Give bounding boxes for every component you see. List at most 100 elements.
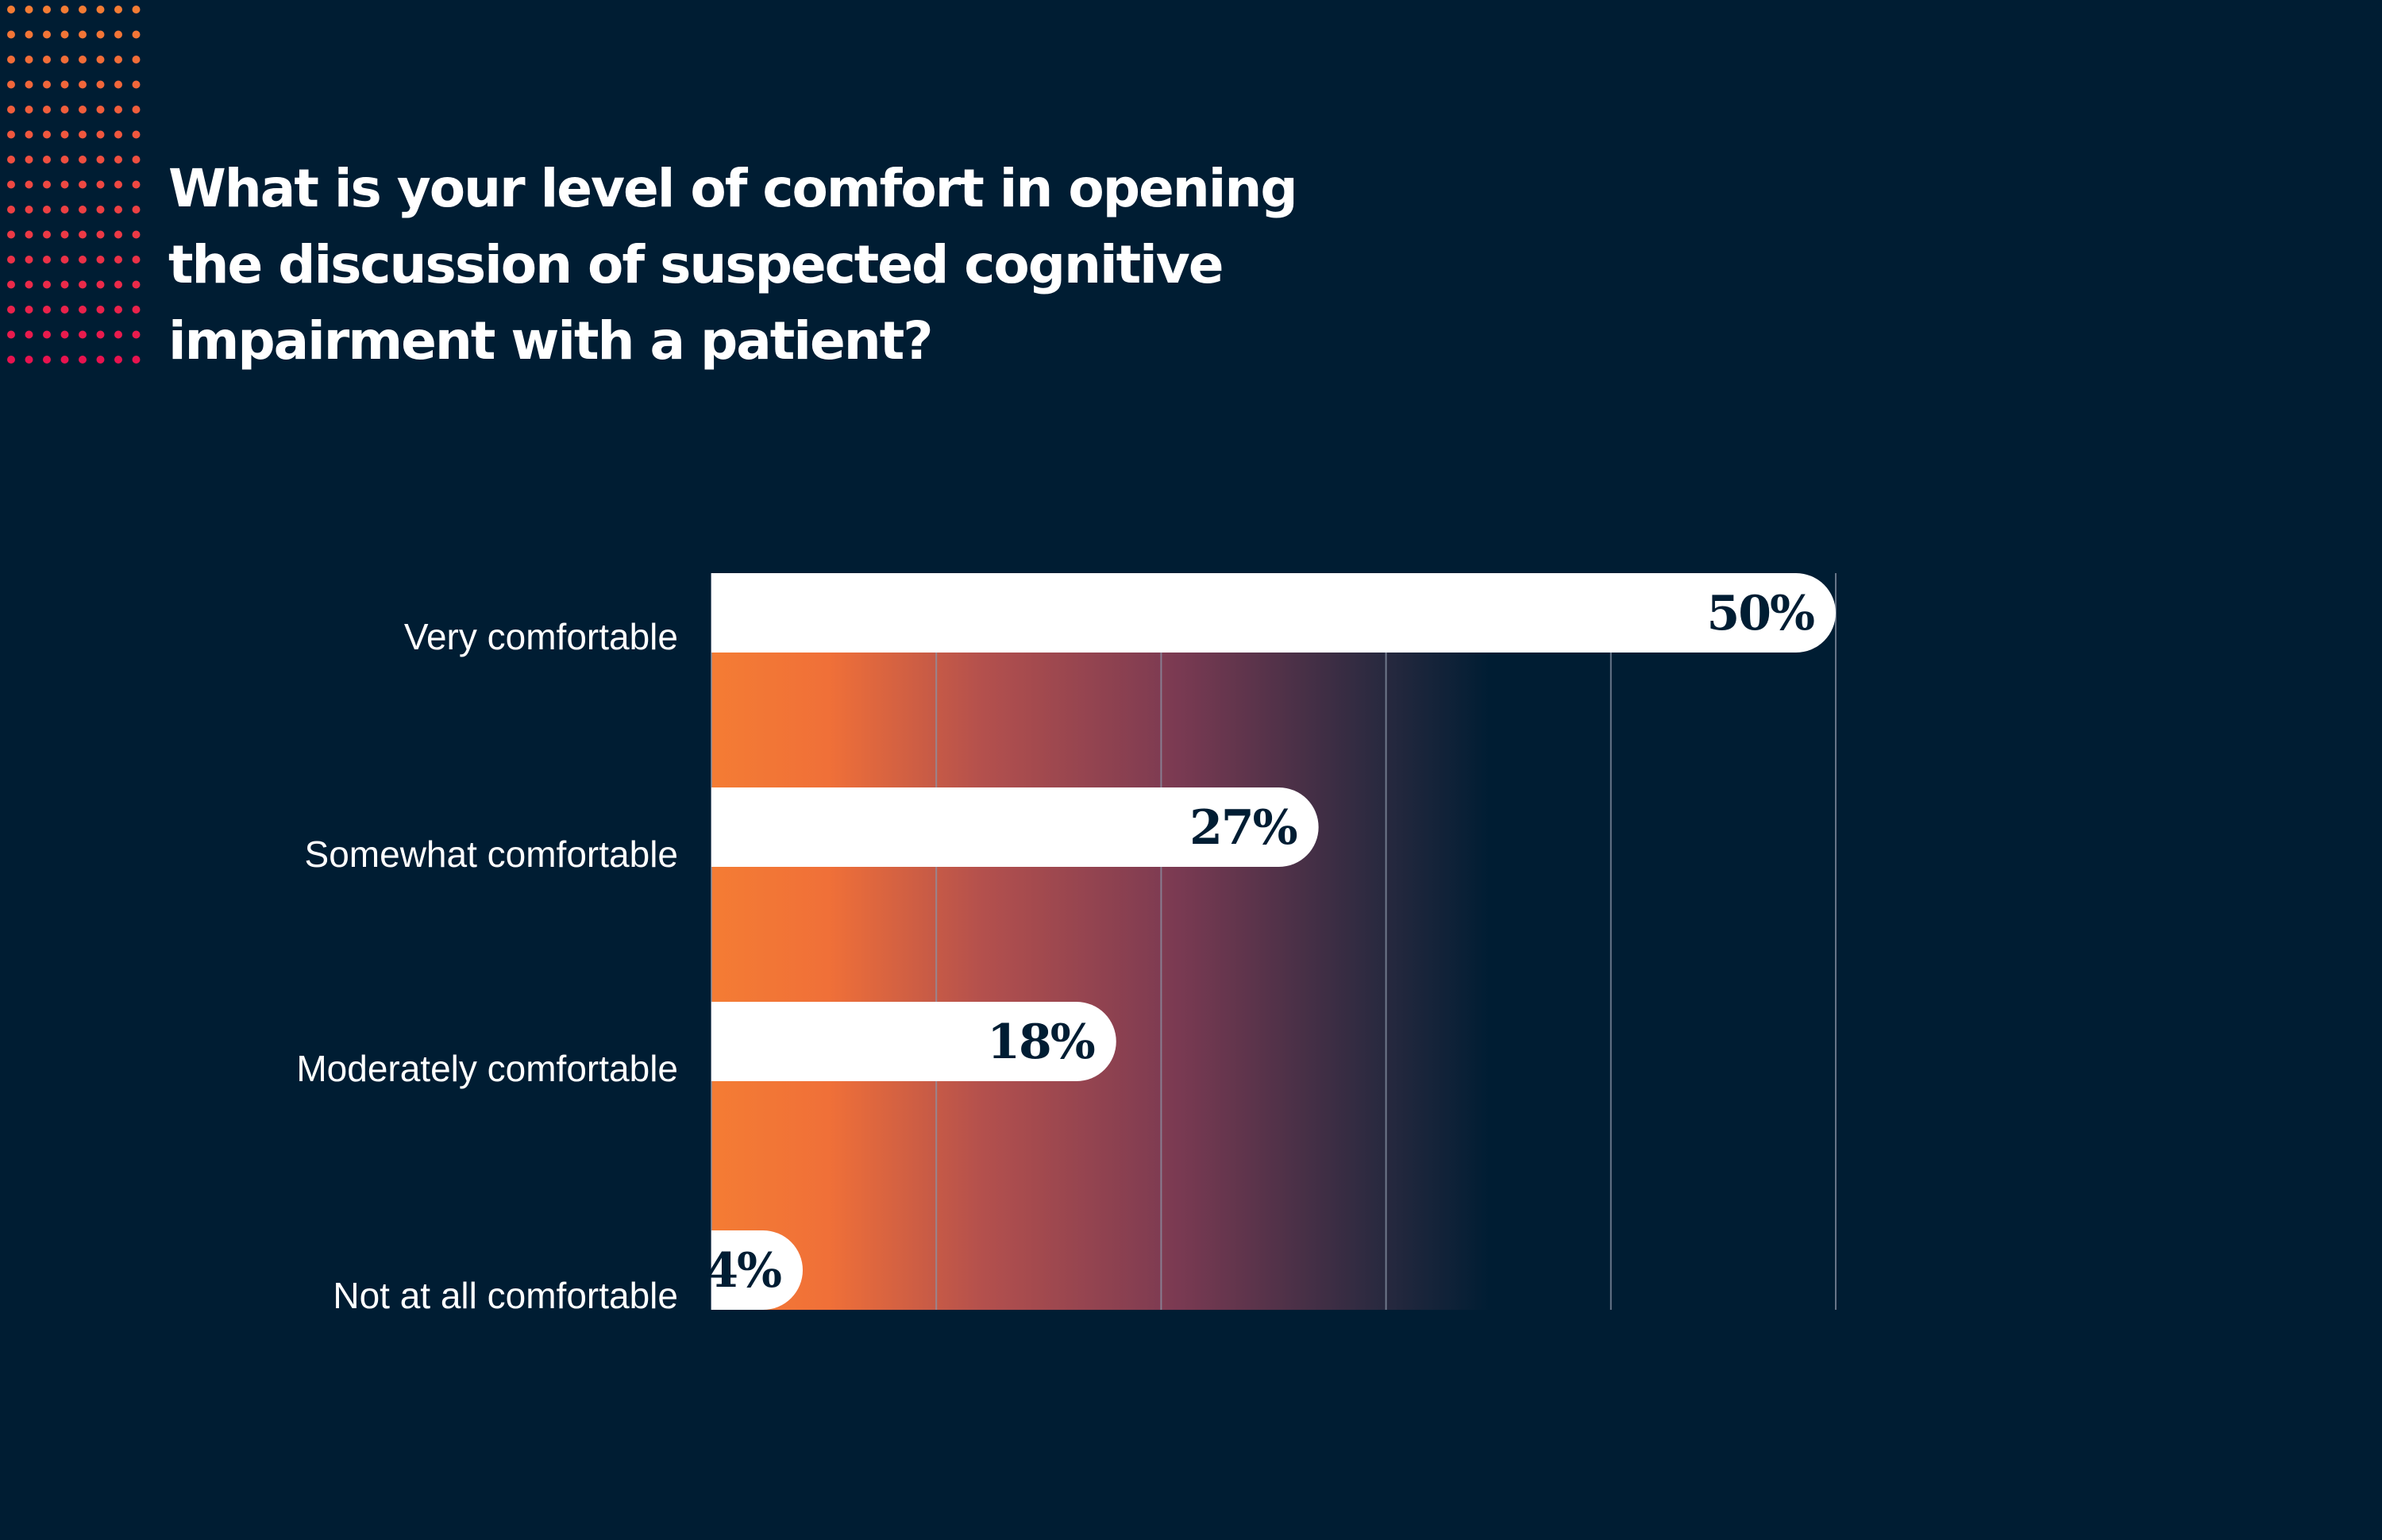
category-label: Not at all comfortable: [333, 1275, 678, 1316]
decorative-dot: [132, 256, 141, 264]
decorative-dot: [25, 180, 33, 189]
decorative-dot: [96, 206, 105, 214]
decorative-dot: [114, 156, 122, 164]
decorative-dot: [25, 6, 33, 13]
bars: 50% 27% 18% 4%: [705, 573, 1836, 1310]
decorative-dot: [60, 330, 69, 339]
decorative-dot: [60, 280, 69, 289]
decorative-dot: [79, 306, 87, 314]
decorative-dot: [114, 180, 122, 189]
decorative-dot: [43, 230, 51, 239]
decorative-dot: [96, 180, 105, 189]
decorative-dot: [60, 256, 69, 264]
decorative-dot: [132, 80, 141, 89]
decorative-dot: [79, 56, 87, 64]
decorative-dot: [132, 306, 141, 314]
decorative-dot: [96, 156, 105, 164]
decorative-dot: [114, 206, 122, 214]
decorative-dot: [60, 106, 69, 114]
decorative-dot: [114, 280, 122, 289]
decorative-dot: [7, 306, 15, 314]
decorative-dot: [43, 156, 51, 164]
decorative-dot: [79, 180, 87, 189]
decorative-dot: [79, 156, 87, 164]
bar: [711, 1230, 803, 1310]
gradient-backdrop: [711, 573, 1490, 1310]
decorative-dot: [114, 230, 122, 239]
decorative-dot: [60, 80, 69, 89]
decorative-dot: [7, 280, 15, 289]
decorative-dot: [60, 6, 69, 13]
decorative-dot: [25, 230, 33, 239]
decorative-dot: [132, 6, 141, 13]
decorative-dot: [96, 30, 105, 39]
decorative-dot: [25, 56, 33, 64]
decorative-dot: [43, 330, 51, 339]
decorative-dot: [7, 230, 15, 239]
decorative-dot: [7, 330, 15, 339]
decorative-dot: [60, 180, 69, 189]
decorative-dot: [79, 230, 87, 239]
decorative-dot: [43, 206, 51, 214]
decorative-dot: [79, 80, 87, 89]
decorative-dot: [96, 6, 105, 13]
decorative-dot: [132, 280, 141, 289]
decorative-dot: [96, 130, 105, 139]
decorative-dot: [7, 356, 15, 364]
decorative-dot: [96, 256, 105, 264]
decorative-dot: [60, 156, 69, 164]
decorative-dot: [60, 56, 69, 64]
decorative-dot: [43, 256, 51, 264]
decorative-dot: [132, 230, 141, 239]
decorative-dot: [43, 106, 51, 114]
decorative-dot: [79, 280, 87, 289]
decorative-dot: [114, 6, 122, 13]
decorative-dot: [79, 106, 87, 114]
decorative-dot: [25, 330, 33, 339]
decorative-dot: [7, 180, 15, 189]
decorative-dot: [43, 180, 51, 189]
decorative-dot: [96, 80, 105, 89]
decorative-dot: [96, 230, 105, 239]
decorative-dot: [7, 80, 15, 89]
decorative-dot: [7, 206, 15, 214]
category-label: Very comfortable: [404, 616, 678, 657]
data-label: 27%: [1189, 800, 1297, 856]
decorative-dot: [25, 130, 33, 139]
decorative-dot: [25, 80, 33, 89]
decorative-dot: [79, 30, 87, 39]
decorative-dot: [96, 106, 105, 114]
decorative-dot: [79, 6, 87, 13]
decorative-dot: [114, 80, 122, 89]
decorative-dot: [25, 30, 33, 39]
data-label: 4%: [705, 1243, 781, 1299]
decorative-dot: [114, 330, 122, 339]
decorative-dot: [79, 130, 87, 139]
decorative-dot: [132, 156, 141, 164]
decorative-dot: [114, 56, 122, 64]
decorative-dot: [96, 330, 105, 339]
bar: [711, 787, 1319, 867]
decorative-dot: [96, 356, 105, 364]
decorative-dot: [25, 306, 33, 314]
decorative-dot: [132, 30, 141, 39]
decorative-dot: [114, 356, 122, 364]
decorative-dot: [132, 130, 141, 139]
decorative-dot: [114, 106, 122, 114]
decorative-dot: [114, 256, 122, 264]
decorative-dot: [132, 180, 141, 189]
decorative-dot: [96, 56, 105, 64]
decorative-dot: [60, 206, 69, 214]
decorative-dot: [132, 356, 141, 364]
decorative-dot: [132, 56, 141, 64]
decorative-dot: [132, 206, 141, 214]
decorative-dot: [25, 356, 33, 364]
category-label: Somewhat comfortable: [305, 834, 678, 875]
decorative-dot: [7, 106, 15, 114]
decorative-dot: [60, 356, 69, 364]
data-label: 18%: [987, 1014, 1094, 1070]
decorative-dot: [60, 30, 69, 39]
decorative-dot: [132, 330, 141, 339]
